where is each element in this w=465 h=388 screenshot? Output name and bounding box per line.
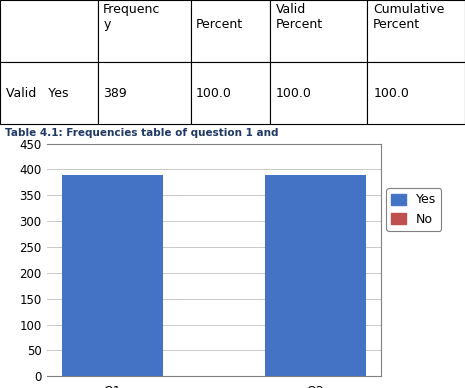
Legend: Yes, No: Yes, No — [386, 189, 441, 230]
Text: Table 4.1: Frequencies table of question 1 and: Table 4.1: Frequencies table of question… — [5, 128, 278, 138]
Bar — [62, 175, 163, 376]
Bar — [265, 175, 366, 376]
